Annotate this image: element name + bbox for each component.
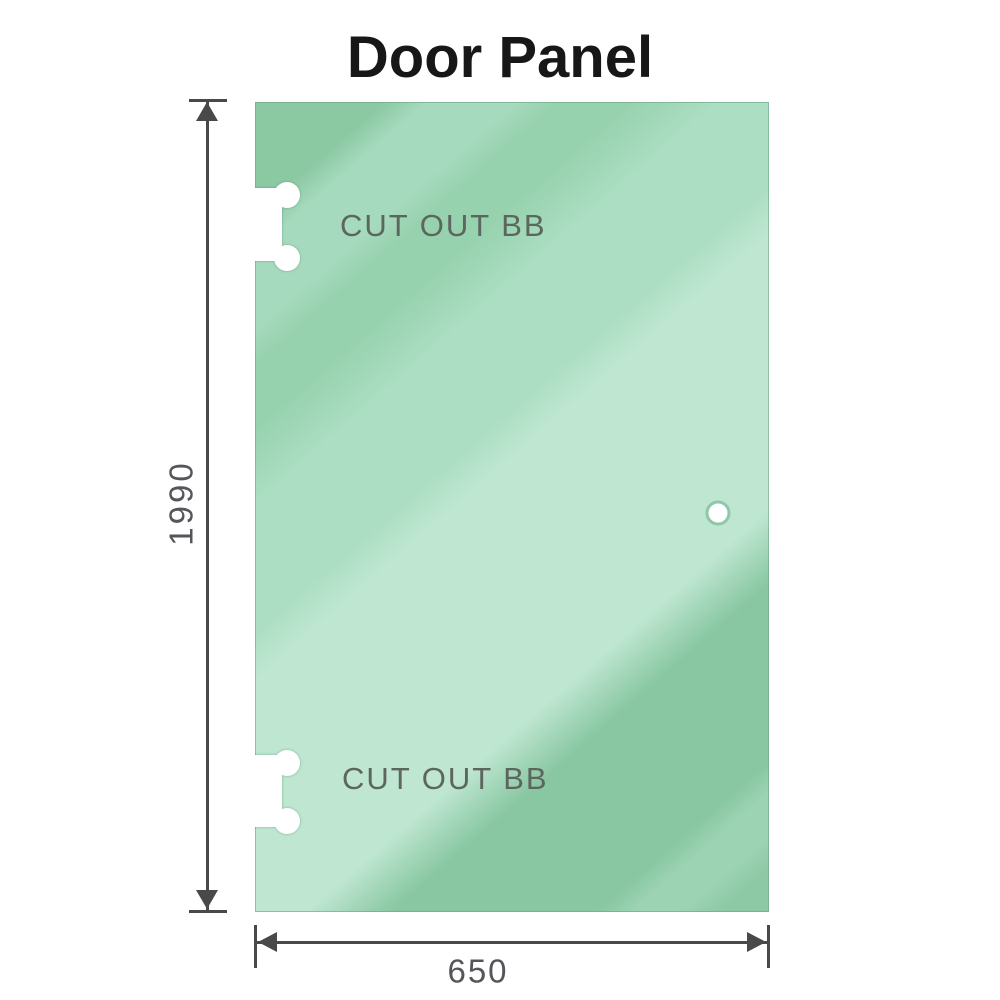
- height-dimension-value: 1990: [162, 460, 200, 546]
- arrow-left-icon: [258, 932, 277, 952]
- height-dimension-line: [206, 101, 209, 912]
- cutout-label-top: CUT OUT BB: [340, 208, 547, 243]
- width-dimension-tick-left: [254, 925, 257, 968]
- hinge-cutout-bottom-icon: [255, 750, 300, 834]
- width-dimension-line: [257, 941, 769, 944]
- width-dimension-value: 650: [447, 952, 509, 990]
- arrow-up-icon: [196, 102, 218, 121]
- panel-shapes: [255, 182, 731, 834]
- handle-hole-icon: [705, 500, 731, 526]
- arrow-down-icon: [196, 890, 218, 909]
- height-dimension-cap-top: [189, 99, 227, 102]
- hinge-cutout-top-icon: [255, 182, 300, 271]
- arrow-right-icon: [747, 932, 766, 952]
- cutout-label-bottom: CUT OUT BB: [342, 761, 549, 796]
- width-dimension-tick-right: [767, 925, 770, 968]
- glass-panel: CUT OUT BB CUT OUT BB: [255, 102, 769, 912]
- height-dimension-cap-bottom: [189, 910, 227, 913]
- page-title: Door Panel: [346, 25, 654, 90]
